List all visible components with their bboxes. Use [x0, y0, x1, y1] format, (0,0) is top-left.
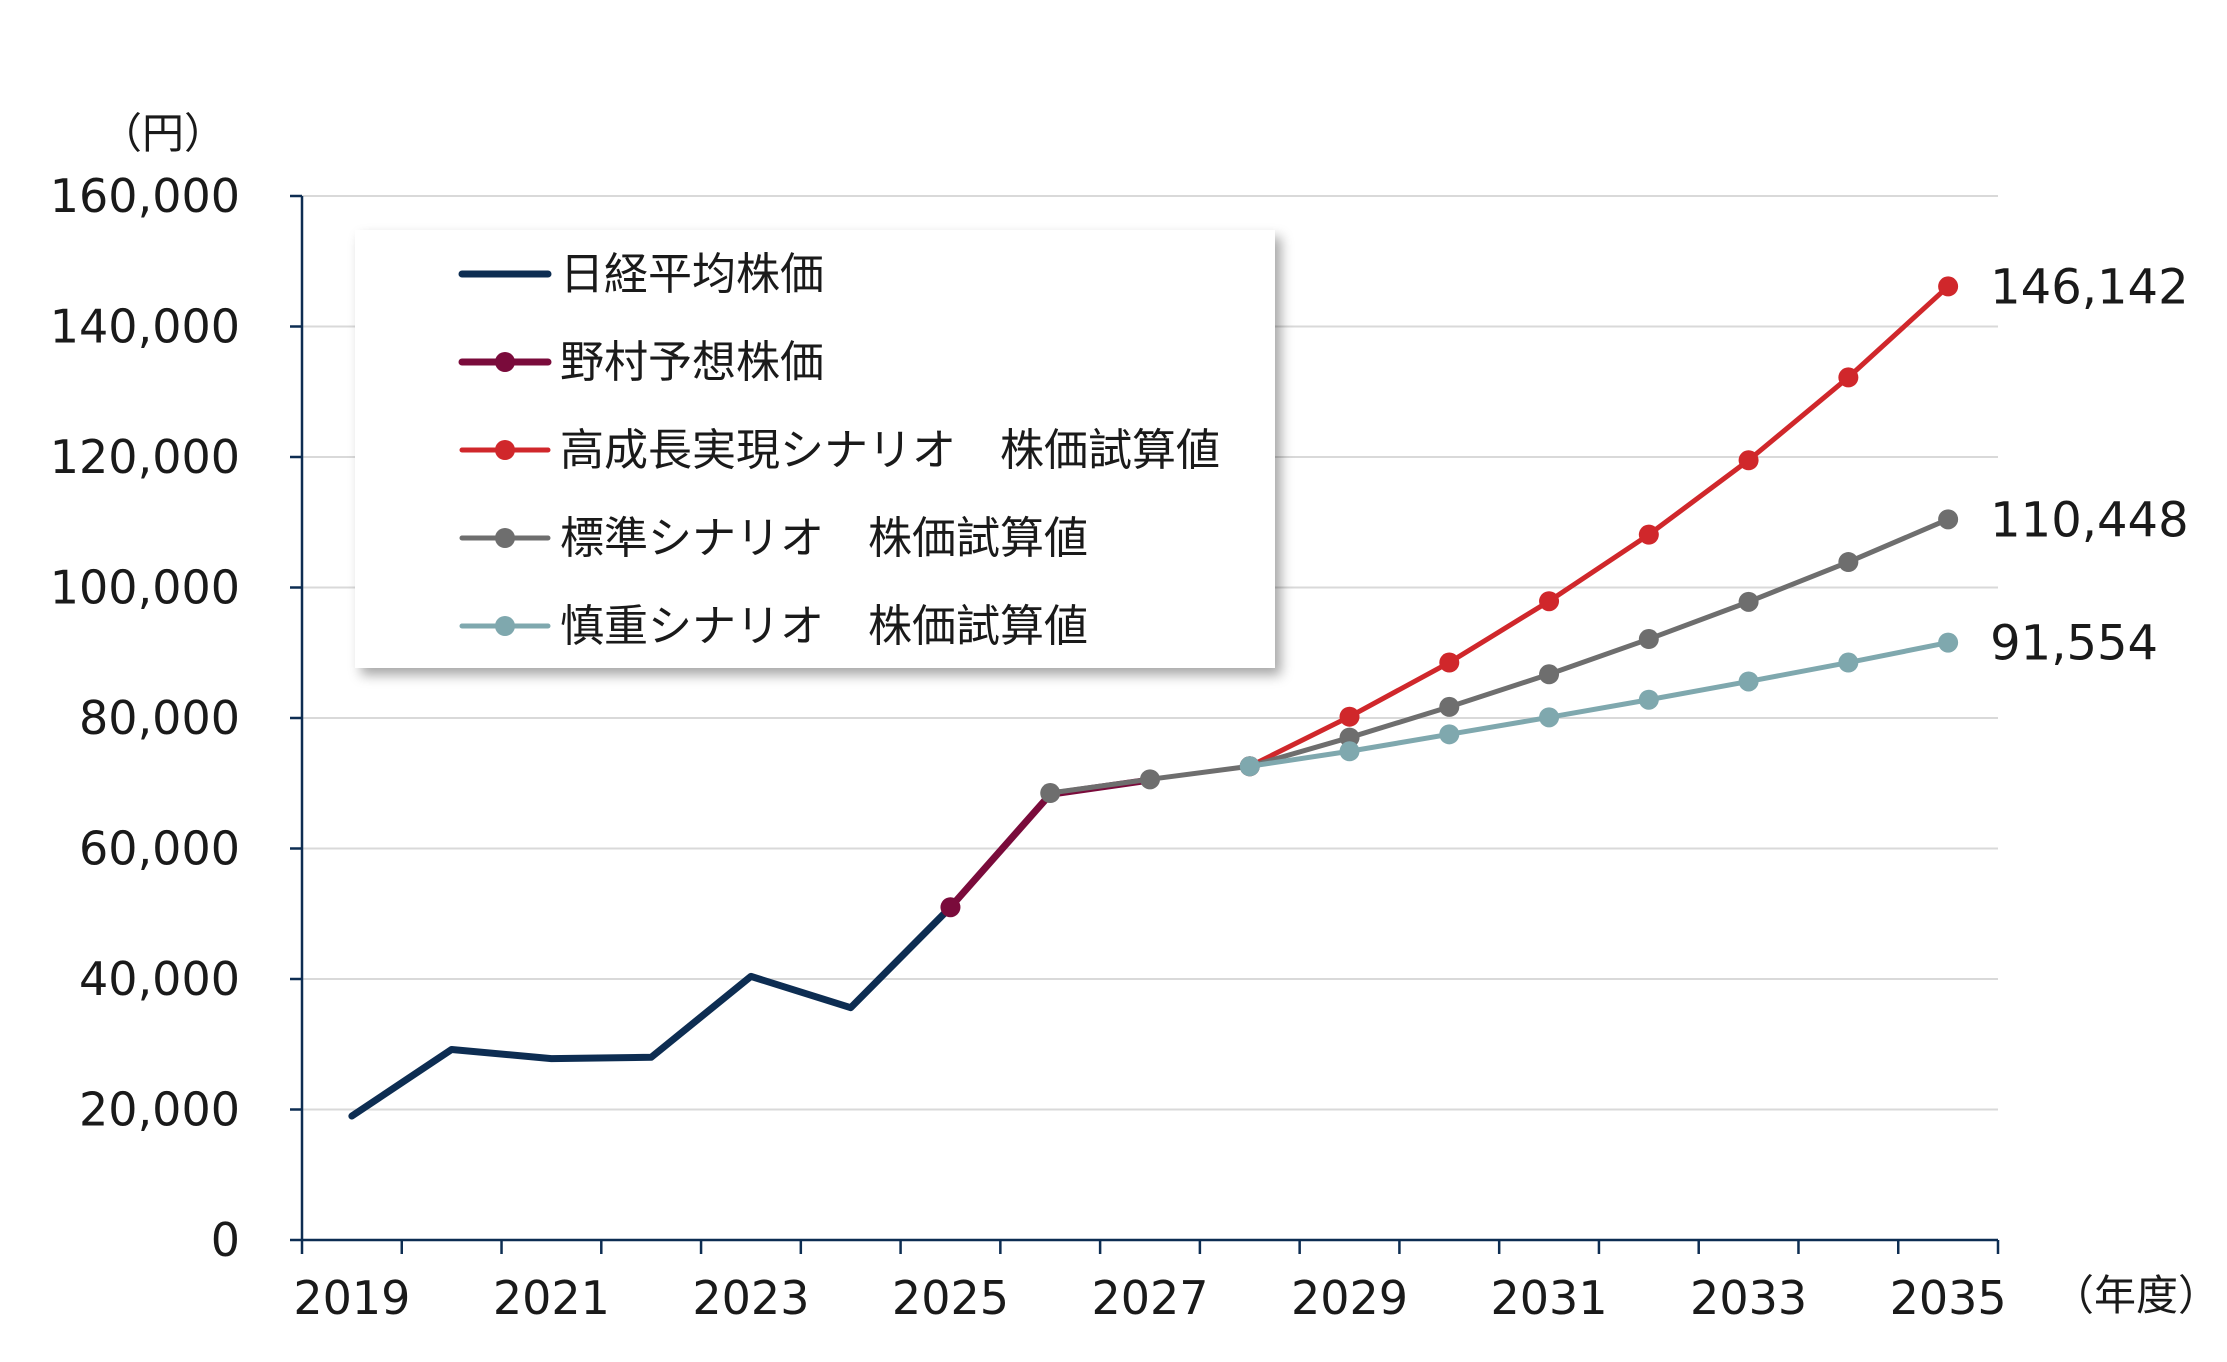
legend-label: 野村予想株価 — [560, 337, 824, 388]
legend-item: 慎重シナリオ 株価試算値 — [459, 601, 1088, 652]
x-unit-label: （年度） — [2052, 1271, 2220, 1320]
data-point — [1838, 367, 1859, 388]
end-value-label: 110,448 — [1990, 492, 2189, 548]
legend-item: 標準シナリオ 株価試算値 — [459, 513, 1088, 564]
x-tick-label: 2021 — [493, 1271, 610, 1325]
legend-label: 慎重シナリオ 株価試算値 — [560, 601, 1088, 652]
legend-item: 高成長実現シナリオ 株価試算値 — [459, 425, 1220, 476]
y-tick-label: 0 — [211, 1213, 240, 1267]
y-tick-label: 40,000 — [79, 952, 240, 1006]
y-tick-label: 120,000 — [50, 430, 240, 484]
data-point — [1339, 741, 1360, 762]
data-point — [1439, 696, 1460, 717]
data-point — [1539, 591, 1560, 612]
data-point — [1738, 671, 1759, 692]
legend-swatch-marker — [495, 352, 515, 372]
data-point — [1838, 552, 1859, 573]
y-tick-label: 140,000 — [50, 300, 240, 354]
legend-swatch-marker — [495, 528, 515, 548]
x-tick-label: 2023 — [692, 1271, 809, 1325]
x-tick-label: 2029 — [1291, 1271, 1408, 1325]
data-point — [1738, 450, 1759, 471]
data-point — [1539, 664, 1560, 685]
x-tick-label: 2019 — [293, 1271, 410, 1325]
legend-swatch-marker — [495, 616, 515, 636]
data-point — [1439, 724, 1460, 745]
series-4 — [1239, 632, 1959, 777]
y-tick-label: 20,000 — [79, 1083, 240, 1137]
data-point — [1738, 591, 1759, 612]
legend-item: 野村予想株価 — [458, 337, 824, 388]
y-unit-label: （円） — [100, 109, 226, 158]
data-point — [1439, 652, 1460, 673]
data-point — [1638, 689, 1659, 710]
data-point — [1638, 524, 1659, 545]
data-point — [1539, 707, 1560, 728]
end-value-label: 146,142 — [1990, 259, 2189, 315]
data-point — [940, 897, 961, 918]
axes — [290, 194, 2000, 1254]
legend-label: 日経平均株価 — [560, 249, 824, 300]
series-0 — [348, 903, 954, 1120]
y-tick-label: 60,000 — [79, 822, 240, 876]
data-point — [1040, 783, 1061, 804]
legend-label: 高成長実現シナリオ 株価試算値 — [560, 425, 1220, 476]
end-value-label: 91,554 — [1990, 616, 2158, 672]
data-point — [1140, 769, 1160, 790]
x-tick-label: 2027 — [1091, 1271, 1208, 1325]
x-tick-label: 2031 — [1491, 1271, 1608, 1325]
x-tick-label: 2025 — [892, 1271, 1009, 1325]
data-point — [1339, 727, 1360, 748]
series-2 — [1239, 276, 1959, 777]
series-line — [1247, 283, 1951, 769]
data-point — [1339, 706, 1360, 727]
legend-item: 日経平均株価 — [458, 249, 824, 300]
data-point — [1239, 756, 1260, 777]
x-tick-label: 2033 — [1690, 1271, 1807, 1325]
series-line — [1247, 640, 1951, 769]
series-line — [1047, 516, 1951, 796]
series-line — [348, 903, 954, 1120]
y-tick-label: 100,000 — [50, 561, 240, 615]
x-tick-label: 2035 — [1890, 1271, 2007, 1325]
data-point — [1838, 652, 1859, 673]
data-point — [1938, 632, 1959, 653]
y-tick-label: 80,000 — [79, 691, 240, 745]
legend-label: 標準シナリオ 株価試算値 — [560, 513, 1088, 564]
data-point — [1638, 629, 1659, 650]
data-point — [1938, 509, 1959, 530]
y-tick-label: 160,000 — [50, 169, 240, 223]
data-point — [1938, 276, 1959, 297]
series-group — [348, 276, 1959, 1120]
legend-swatch-marker — [495, 440, 515, 460]
labels: 0 20,000 40,000 60,000 80,000 100,000 120,000 1… — [50, 109, 2220, 1325]
